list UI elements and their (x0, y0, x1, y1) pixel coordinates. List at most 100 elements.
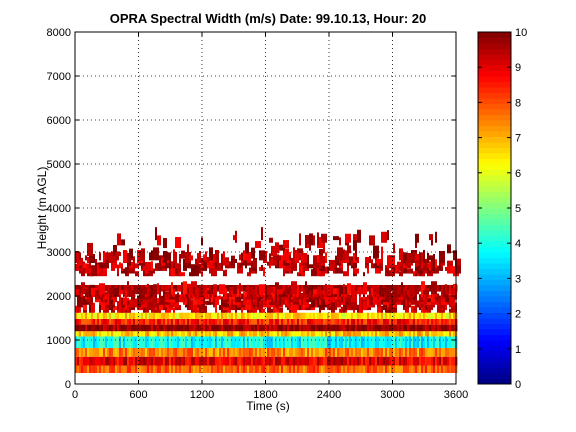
heatmap-cell (267, 331, 270, 337)
colorbar-segment (478, 191, 511, 198)
heatmap-cell (309, 312, 312, 319)
heatmap-cell (237, 285, 240, 292)
heatmap-cell (357, 312, 360, 319)
colorbar-segment (478, 301, 511, 308)
heatmap-cell (203, 347, 206, 357)
colorbar-segment (478, 92, 511, 99)
heatmap-cell (135, 365, 138, 373)
heatmap-cell (129, 347, 132, 357)
heatmap-cell (119, 336, 122, 348)
heatmap-cell (443, 331, 446, 337)
heatmap-cell (265, 365, 268, 373)
heatmap-cell (227, 356, 230, 366)
grid-layer (75, 32, 456, 384)
heatmap-cell (255, 336, 258, 348)
heatmap-cell (81, 282, 85, 295)
heatmap-cell (381, 318, 384, 325)
heatmap-cell (267, 356, 270, 366)
heatmap-cell (377, 318, 380, 325)
heatmap-cell (75, 347, 78, 357)
heatmap-cell (263, 324, 266, 332)
heatmap-cell (395, 331, 398, 337)
y-tick-label: 3000 (47, 247, 71, 259)
heatmap-cell (455, 258, 461, 266)
heatmap-cell (149, 290, 151, 300)
heatmap-cell (97, 365, 100, 373)
heatmap-cell (279, 318, 282, 325)
heatmap-cell (131, 331, 134, 337)
heatmap-cell (365, 365, 368, 373)
heatmap-cell (195, 356, 198, 366)
heatmap-cell (253, 347, 256, 357)
heatmap-cell (119, 312, 122, 319)
heatmap-cell (299, 365, 302, 373)
heatmap-cell (343, 331, 346, 337)
heatmap-cell (91, 365, 94, 373)
heatmap-cell (449, 324, 452, 332)
heatmap-cell (177, 336, 180, 348)
heatmap-cell (155, 318, 158, 325)
heatmap-cell (139, 312, 142, 319)
heatmap-cell (423, 347, 426, 357)
heatmap-cell (209, 318, 212, 325)
heatmap-cell (117, 312, 120, 319)
heatmap-cell (433, 295, 435, 300)
heatmap-cell (443, 261, 445, 266)
heatmap-cell (145, 287, 147, 295)
heatmap-cell (89, 331, 92, 337)
heatmap-cell (145, 356, 148, 366)
heatmap-cell (155, 347, 158, 357)
heatmap-cell (157, 324, 160, 332)
heatmap-cell (429, 347, 432, 357)
heatmap-cell (409, 336, 412, 348)
heatmap-cell (433, 318, 436, 325)
heatmap-cell (255, 356, 258, 366)
heatmap-cell (315, 318, 318, 325)
heatmap-cell (189, 365, 192, 373)
heatmap-cell (111, 356, 114, 366)
heatmap-cell (253, 303, 259, 311)
heatmap-cell (119, 331, 122, 337)
heatmap-cell (143, 331, 146, 337)
heatmap-cell (113, 324, 116, 332)
heatmap-cell (247, 331, 250, 337)
heatmap-cell (369, 336, 372, 348)
heatmap-cell (301, 312, 304, 319)
heatmap-cell (331, 308, 335, 313)
heatmap-cell (289, 331, 292, 337)
heatmap-cell (427, 324, 430, 332)
heatmap-cell (275, 365, 278, 373)
heatmap-cell (223, 336, 226, 348)
heatmap-cell (87, 318, 90, 325)
heatmap-cell (389, 331, 392, 337)
heatmap-cell (301, 285, 304, 292)
colorbar-tick-label: 5 (515, 203, 521, 215)
heatmap-cell (297, 331, 300, 337)
heatmap-cell (353, 336, 356, 348)
heatmap-cell (351, 258, 353, 266)
colorbar-segment (478, 213, 511, 220)
heatmap-cell (273, 324, 276, 332)
heatmap-cell (385, 347, 388, 357)
heatmap-cell (107, 347, 110, 357)
heatmap-cell (101, 331, 104, 337)
heatmap-cell (449, 356, 452, 366)
heatmap-cell (97, 331, 100, 337)
heatmap-cell (395, 318, 398, 325)
heatmap-cell (353, 356, 356, 366)
heatmap-cell (405, 365, 408, 373)
heatmap-cell (89, 299, 93, 305)
heatmap-cell (135, 331, 138, 337)
heatmap-cell (323, 294, 325, 305)
heatmap-cell (147, 268, 149, 274)
heatmap-cell (203, 365, 206, 373)
heatmap-cell (255, 365, 258, 373)
heatmap-cell (169, 312, 172, 319)
heatmap-cell (357, 336, 360, 348)
colorbar-segment (478, 202, 511, 209)
colorbar-segment (478, 70, 511, 77)
heatmap-cell (411, 365, 414, 373)
heatmap-cell (295, 318, 298, 325)
heatmap-cell (315, 331, 318, 337)
heatmap-cell (411, 312, 414, 319)
